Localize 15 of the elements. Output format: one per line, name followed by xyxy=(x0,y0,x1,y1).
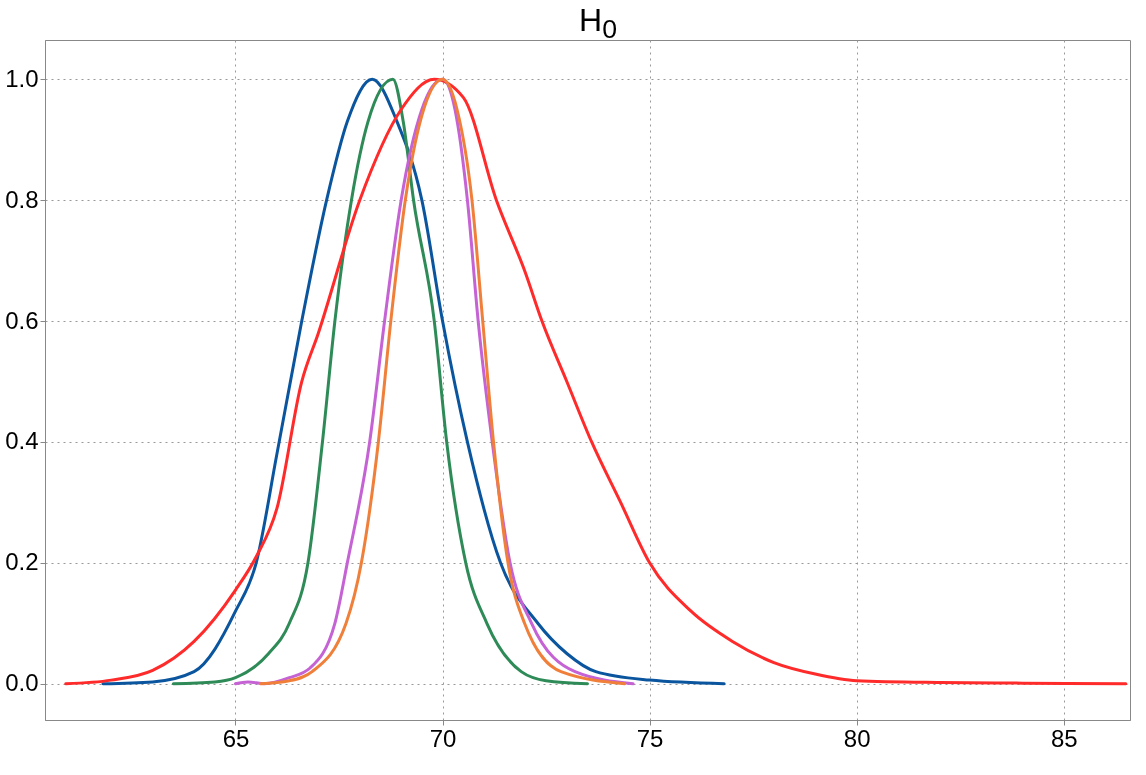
line-series xyxy=(171,77,589,686)
x-tick-label: 80 xyxy=(843,724,871,752)
x-tick-label: 65 xyxy=(222,724,250,752)
line-series xyxy=(64,77,1128,686)
y-tick-label: 0.2 xyxy=(5,548,39,576)
y-tick-label: 1.0 xyxy=(5,64,39,92)
y-tick-label: 0.6 xyxy=(5,306,39,334)
y-tick-label: 0.8 xyxy=(5,185,39,213)
y-tick-label: 0.4 xyxy=(5,427,39,455)
x-tick-label: 75 xyxy=(636,724,664,752)
line-series xyxy=(101,77,726,686)
chart-title: H$_{0}$ xyxy=(578,1,618,45)
y-tick-label: 0.0 xyxy=(5,669,39,697)
x-tick-label: 85 xyxy=(1050,724,1078,752)
x-tick-label: 70 xyxy=(429,724,457,752)
